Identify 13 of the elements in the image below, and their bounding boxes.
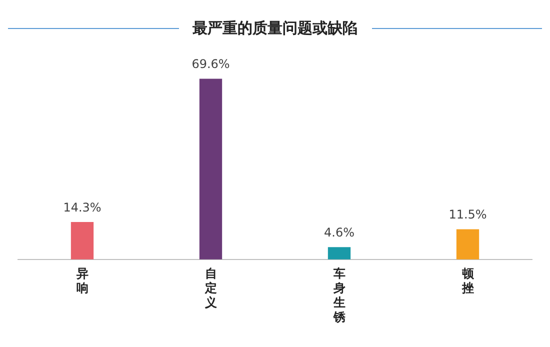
- bar: [456, 229, 480, 260]
- bar: [328, 247, 351, 260]
- chart-title: 最严重的质量问题或缺陷: [192, 18, 358, 38]
- bar: [199, 78, 222, 260]
- data-label: 11.5%: [448, 208, 487, 222]
- bar: [70, 222, 94, 260]
- x-tick-label: 车身生锈: [332, 266, 346, 324]
- x-tick-label: 自定义: [204, 266, 218, 310]
- data-label: 4.6%: [324, 226, 354, 240]
- x-tick-label: 顿挫: [460, 266, 475, 296]
- data-label: 14.3%: [63, 200, 102, 214]
- data-label: 69.6%: [192, 57, 230, 72]
- x-tick-label: 异响: [75, 266, 88, 296]
